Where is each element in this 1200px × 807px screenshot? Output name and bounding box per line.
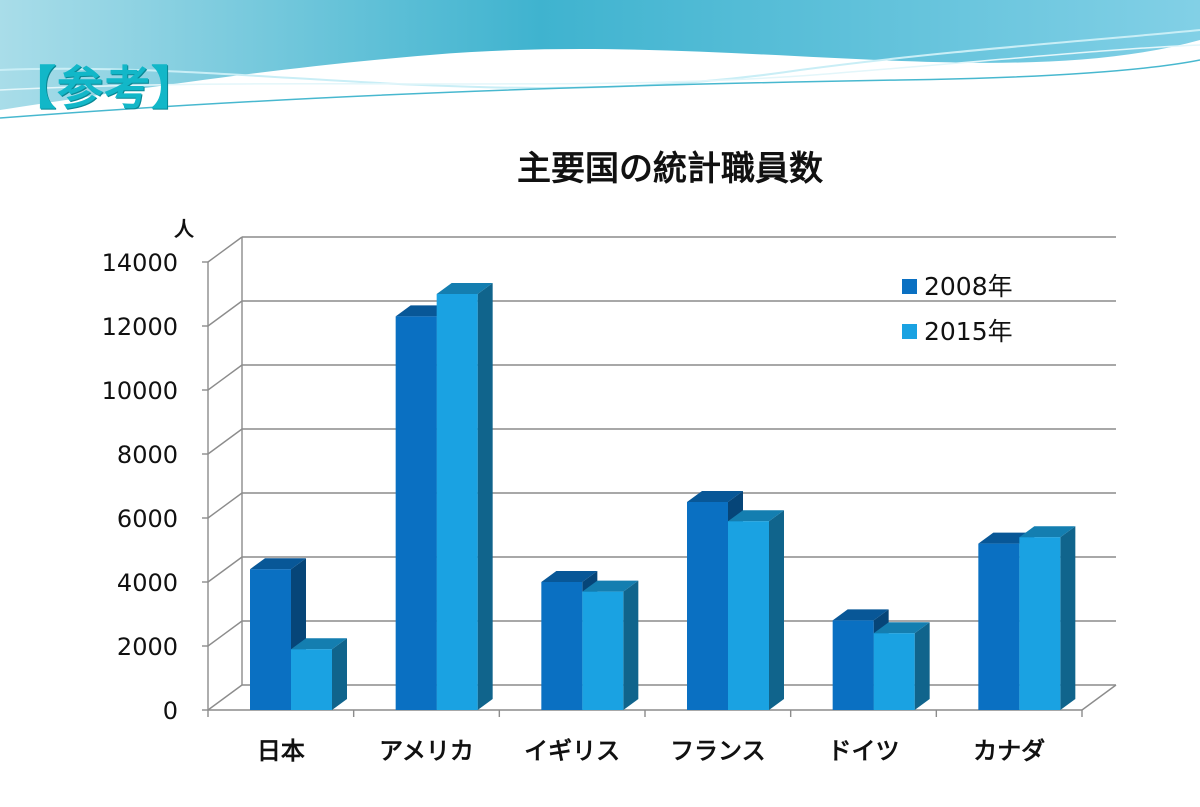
y-tick-label: 14000: [102, 249, 178, 277]
bar: [250, 558, 306, 710]
y-tick-label: 12000: [102, 313, 178, 341]
bar: [873, 622, 930, 710]
x-tick-label: 日本: [257, 736, 305, 765]
bar-side: [332, 638, 347, 710]
bar-front: [250, 569, 291, 710]
gridline-diagonal: [207, 300, 243, 327]
bar-front: [728, 521, 769, 710]
bar-side: [1060, 526, 1076, 710]
gridline-diagonal: [207, 236, 243, 263]
header-wave-decoration: [0, 0, 1200, 119]
x-tick-label: イギリス: [524, 736, 620, 765]
bar-top: [291, 638, 347, 650]
y-axis-unit: 人: [174, 217, 195, 241]
chart-axes: [202, 261, 1117, 717]
bar-top: [832, 609, 889, 621]
bar-front: [832, 620, 874, 710]
x-tick-label: カナダ: [973, 736, 1045, 765]
gridline-diagonal: [207, 492, 243, 519]
bar-front: [436, 294, 478, 710]
bar: [436, 283, 493, 710]
bar-top: [582, 580, 639, 592]
chart-bars: [250, 283, 1076, 710]
bar-front: [395, 316, 437, 710]
legend-label: 2008年: [924, 272, 1013, 301]
bar-top: [436, 283, 493, 294]
bar: [291, 638, 347, 710]
gridline-diagonal: [207, 364, 243, 391]
bar-side: [477, 283, 493, 710]
y-tick-label: 2000: [117, 633, 178, 661]
bar-top: [728, 510, 784, 522]
legend-label: 2015年: [924, 317, 1013, 346]
x-tick-label: フランス: [670, 736, 766, 765]
chart-title: 主要国の統計職員数: [517, 149, 823, 189]
bar: [1019, 526, 1076, 710]
gridline-diagonal: [207, 556, 243, 583]
bar-front: [1019, 537, 1061, 710]
bar-top: [687, 491, 743, 502]
bar-front: [978, 543, 1020, 710]
bar: [728, 510, 784, 710]
chart-grid: [207, 236, 1116, 711]
legend-swatch: [902, 279, 917, 294]
y-tick-label: 10000: [102, 377, 178, 405]
bar-side: [769, 510, 784, 710]
x-tick-label: アメリカ: [379, 736, 474, 765]
x-tick-label: ドイツ: [828, 736, 900, 765]
y-tick-label: 4000: [117, 569, 178, 597]
bar-top: [541, 571, 598, 582]
floor-right-edge: [1081, 684, 1117, 711]
bar-front: [687, 502, 728, 710]
bar-side: [914, 622, 930, 710]
legend-swatch: [902, 324, 917, 339]
slide-heading: 【参考】: [10, 61, 198, 115]
bar: [582, 580, 639, 710]
bar-front: [291, 649, 332, 710]
bar-top: [873, 622, 930, 634]
bar-side: [623, 580, 639, 710]
chart-legend: 2008年 2015年: [902, 272, 1013, 346]
gridline-diagonal: [207, 684, 243, 711]
y-tick-label: 8000: [117, 441, 178, 469]
bar-top: [1019, 526, 1076, 538]
gridline-diagonal: [207, 620, 243, 647]
y-tick-label: 6000: [117, 505, 178, 533]
bar-front: [541, 582, 583, 710]
bar-front: [582, 591, 624, 710]
gridline-diagonal: [207, 428, 243, 455]
y-tick-label: 0: [163, 697, 178, 725]
bar-front: [873, 633, 915, 710]
bar-top: [250, 558, 306, 570]
